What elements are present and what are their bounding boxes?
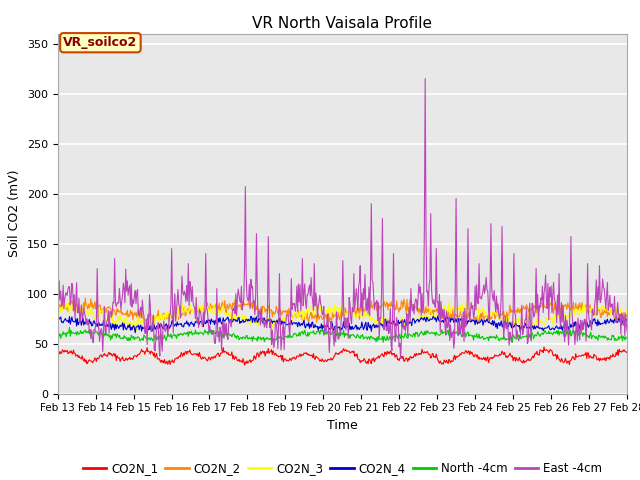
X-axis label: Time: Time xyxy=(327,419,358,432)
North -4cm xyxy=(54,335,61,341)
North -4cm xyxy=(66,324,74,330)
CO2N_1 xyxy=(123,356,131,362)
CO2N_2 xyxy=(623,312,631,318)
CO2N_1 xyxy=(64,350,72,356)
North -4cm xyxy=(430,330,438,336)
CO2N_2 xyxy=(211,304,219,310)
CO2N_4 xyxy=(131,330,139,336)
CO2N_3 xyxy=(123,315,131,321)
CO2N_1 xyxy=(241,362,248,368)
CO2N_1 xyxy=(623,349,631,355)
North -4cm xyxy=(181,330,189,336)
Title: VR North Vaisala Profile: VR North Vaisala Profile xyxy=(252,16,433,31)
North -4cm xyxy=(413,329,421,335)
CO2N_1 xyxy=(540,344,548,350)
Line: CO2N_1: CO2N_1 xyxy=(58,347,627,365)
CO2N_3 xyxy=(64,298,72,304)
CO2N_3 xyxy=(54,304,61,310)
CO2N_3 xyxy=(193,296,200,302)
CO2N_4 xyxy=(413,318,420,324)
CO2N_3 xyxy=(623,311,631,316)
Line: CO2N_3: CO2N_3 xyxy=(58,299,627,331)
CO2N_4 xyxy=(429,313,437,319)
CO2N_2 xyxy=(324,323,332,328)
East -4cm xyxy=(211,340,218,346)
CO2N_1 xyxy=(54,352,61,358)
CO2N_4 xyxy=(434,313,442,319)
CO2N_2 xyxy=(64,308,72,314)
CO2N_2 xyxy=(124,307,131,313)
East -4cm xyxy=(64,287,72,292)
CO2N_4 xyxy=(54,319,61,325)
CO2N_4 xyxy=(623,317,631,323)
North -4cm xyxy=(211,331,219,336)
CO2N_4 xyxy=(181,320,189,326)
CO2N_4 xyxy=(211,317,219,323)
East -4cm xyxy=(623,329,631,335)
CO2N_3 xyxy=(413,317,421,323)
Line: East -4cm: East -4cm xyxy=(58,79,627,359)
Legend: CO2N_1, CO2N_2, CO2N_3, CO2N_4, North -4cm, East -4cm: CO2N_1, CO2N_2, CO2N_3, CO2N_4, North -4… xyxy=(78,457,607,480)
CO2N_2 xyxy=(430,307,438,313)
CO2N_1 xyxy=(180,352,188,358)
Line: North -4cm: North -4cm xyxy=(58,327,627,342)
East -4cm xyxy=(430,297,438,302)
CO2N_3 xyxy=(212,308,220,314)
CO2N_2 xyxy=(181,313,189,319)
CO2N_1 xyxy=(211,354,218,360)
CO2N_2 xyxy=(413,307,421,313)
East -4cm xyxy=(413,298,420,303)
North -4cm xyxy=(623,336,631,341)
CO2N_4 xyxy=(123,327,131,333)
East -4cm xyxy=(54,310,61,315)
CO2N_3 xyxy=(181,303,189,309)
North -4cm xyxy=(64,330,72,336)
North -4cm xyxy=(269,339,277,345)
CO2N_1 xyxy=(429,351,437,357)
East -4cm xyxy=(123,288,131,294)
East -4cm xyxy=(180,288,188,294)
Line: CO2N_4: CO2N_4 xyxy=(58,316,627,333)
Line: CO2N_2: CO2N_2 xyxy=(58,298,627,325)
CO2N_3 xyxy=(132,328,140,334)
CO2N_4 xyxy=(64,317,72,323)
East -4cm xyxy=(397,356,404,361)
Text: VR_soilco2: VR_soilco2 xyxy=(63,36,138,49)
North -4cm xyxy=(124,337,131,343)
CO2N_2 xyxy=(81,295,89,301)
CO2N_3 xyxy=(430,313,438,319)
CO2N_1 xyxy=(413,351,420,357)
East -4cm xyxy=(421,76,429,82)
Y-axis label: Soil CO2 (mV): Soil CO2 (mV) xyxy=(8,170,21,257)
CO2N_2 xyxy=(54,303,61,309)
